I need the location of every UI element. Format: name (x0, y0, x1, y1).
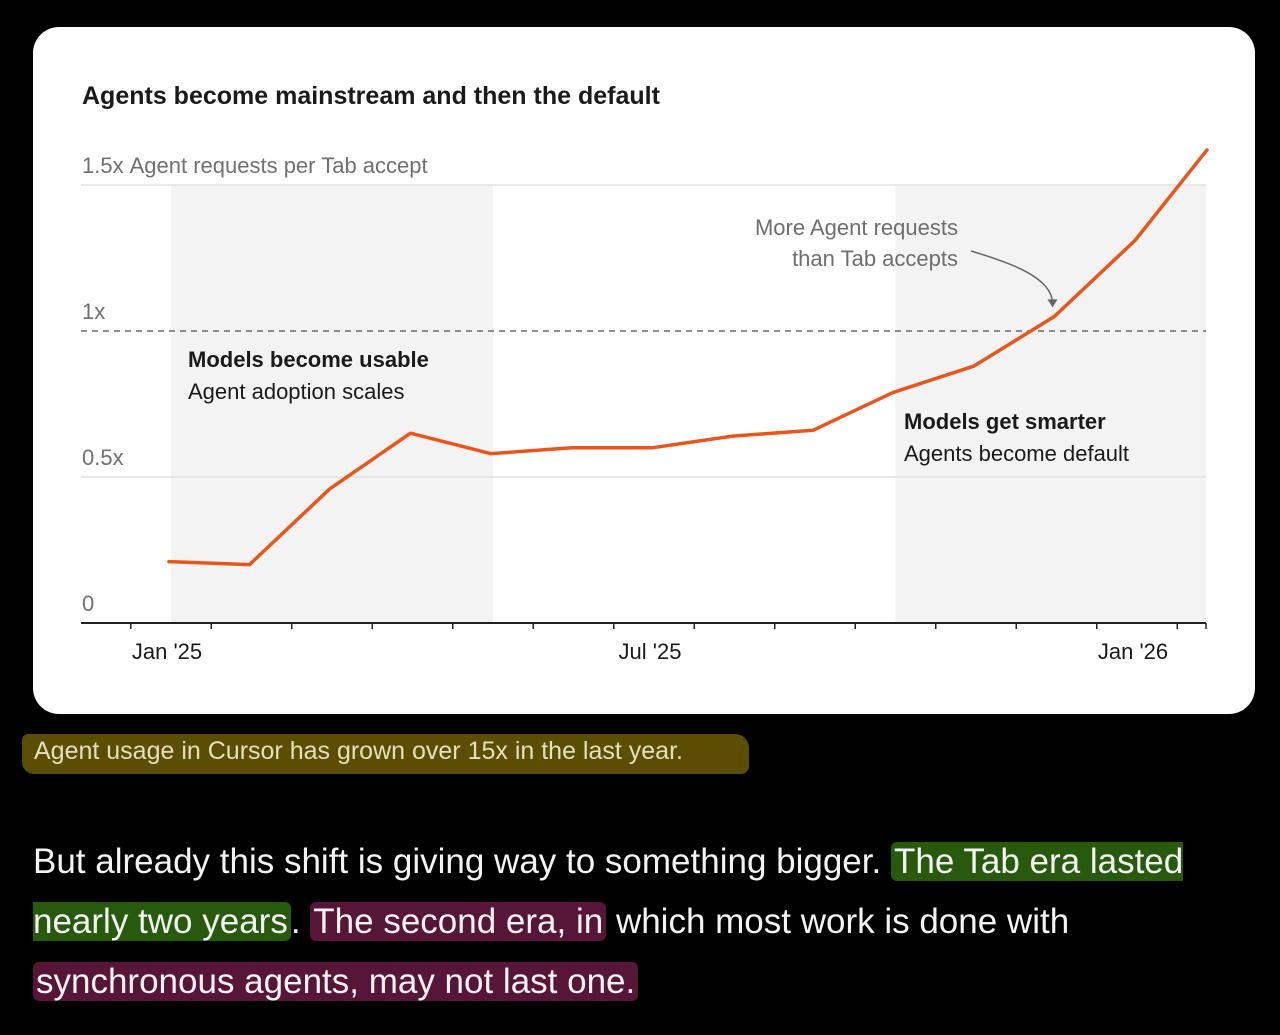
body-paragraph: But already this shift is giving way to … (33, 832, 1268, 1012)
series-line (167, 148, 1209, 567)
x-tick-label-2: Jan '26 (1098, 639, 1168, 664)
chart-title: Agents become mainstream and then the de… (82, 82, 661, 110)
para-segment-period: . (290, 902, 301, 941)
chart: Agents become mainstream and then the de… (81, 82, 1209, 664)
para-highlight-purple-1: The second era, in (310, 902, 607, 941)
y-tick-label-0: 0 (82, 591, 94, 616)
shaded-region-2 (895, 185, 1206, 623)
para-segment-2: which most work is done with (615, 902, 1070, 941)
y-tick-label-2: 1x (82, 299, 105, 324)
y-tick-label-3: 1.5x Agent requests per Tab accept (82, 153, 428, 178)
annotation-arrow (970, 250, 1054, 304)
y-tick-label-1: 0.5x (82, 445, 124, 470)
annotation-line-2: than Tab accepts (792, 246, 958, 271)
y-axis-label: Agent requests per Tab accept (130, 153, 428, 178)
shaded-region-1 (171, 185, 493, 623)
para-highlight-purple-2: synchronous agents, may not last one. (33, 962, 639, 1001)
region-text-2: Agents become default (904, 441, 1129, 466)
annotation-arrowhead (1047, 299, 1058, 308)
chart-card: Agents become mainstream and then the de… (33, 27, 1255, 714)
annotation-line-1: More Agent requests (755, 215, 958, 240)
chart-caption: Agent usage in Cursor has grown over 15x… (22, 734, 749, 774)
caption-wrap: Agent usage in Cursor has grown over 15x… (22, 734, 749, 774)
x-tick-label-0: Jan '25 (132, 639, 202, 664)
region-title-2: Models get smarter (904, 409, 1106, 434)
region-text-1: Agent adoption scales (188, 379, 405, 404)
para-segment-1: But already this shift is giving way to … (33, 842, 882, 881)
x-tick-label-1: Jul '25 (619, 639, 682, 664)
region-title-1: Models become usable (188, 347, 429, 372)
